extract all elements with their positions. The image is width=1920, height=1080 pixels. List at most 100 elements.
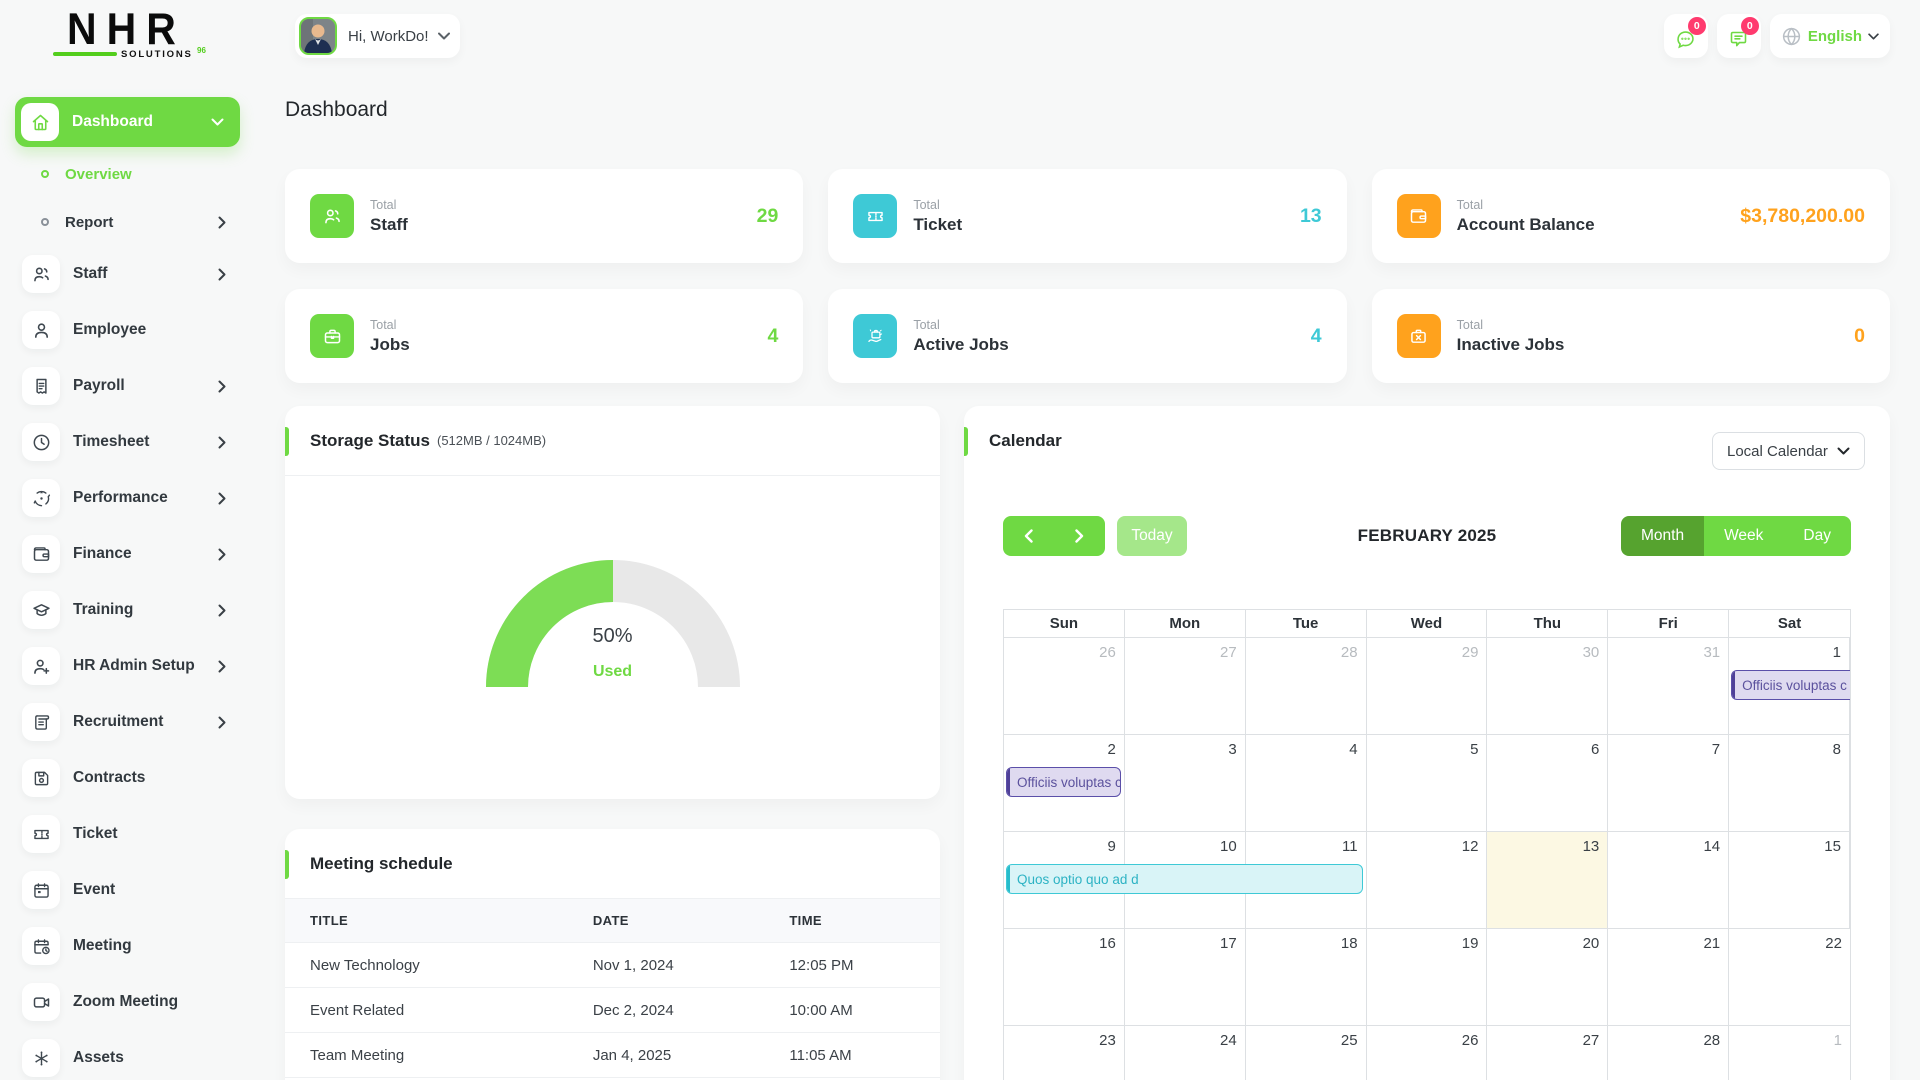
globe-icon [1781,26,1802,47]
calendar-day[interactable]: 2 [1004,734,1125,831]
calendar-day[interactable]: 24 [1124,1025,1246,1080]
sidebar: NHR SOLUTIONS 96 Dashboard Overview Repo… [0,0,255,1080]
calendar-dow-wed: Wed [1367,610,1488,637]
sidebar-item-dashboard[interactable]: Dashboard [15,97,240,147]
calendar-day-today[interactable]: 13 [1487,831,1609,928]
brand-sup: 96 [197,46,206,55]
calendar-day[interactable]: 12 [1366,831,1488,928]
calendar-day[interactable]: 27 [1124,637,1246,734]
calendar-dow-sat: Sat [1777,615,1802,632]
storage-percent: 50% [592,625,633,647]
sidebar-item-employee[interactable]: Employee [0,302,255,358]
sidebar-item-timesheet[interactable]: Timesheet [0,414,255,470]
calendar-today-button[interactable]: Today [1117,516,1187,556]
chat-square-icon [1728,29,1749,50]
ticket-icon [22,815,60,853]
calendar-day[interactable]: 11 [1245,831,1367,928]
event-accent [1006,768,1010,796]
sidebar-item-training[interactable]: Training [0,582,255,638]
meeting-schedule-card: Meeting schedule TITLE DATE TIME New Techn… [285,829,940,1080]
calendar-view-week[interactable]: Week [1704,516,1784,556]
sidebar-item-staff[interactable]: Staff [0,246,255,302]
sidebar-item-hr-admin-setup[interactable]: HR Admin Setup [0,638,255,694]
sidebar-item-payroll[interactable]: Payroll [0,358,255,414]
user-menu[interactable]: Hi, WorkDo! [295,14,460,58]
sidebar-item-ticket[interactable]: Ticket [0,806,255,862]
calendar-prev-button[interactable] [1003,516,1054,556]
card-accent [964,427,968,456]
stat-title: Jobs [370,334,410,354]
meeting-row: Event Related Dec 2, 2024 10:00 AM [285,987,940,1033]
language-selector[interactable]: English [1769,14,1890,58]
calendar-day[interactable]: 17 [1124,928,1246,1025]
dashboard-columns: Storage Status (512MB / 1024MB) 50% Used… [285,406,1890,1080]
calendar-day[interactable]: 5 [1366,734,1488,831]
chevron-down-icon [211,118,224,126]
stat-value: 4 [767,324,779,347]
event-accent [1006,865,1010,893]
calendar-day[interactable]: 30 [1487,637,1609,734]
sidebar-subitem-overview[interactable]: Overview [0,150,255,198]
calendar-day[interactable]: 31 [1608,637,1730,734]
chevron-right-icon [218,716,226,729]
calendar-day[interactable]: 26 [1366,1025,1488,1080]
sidebar-item-label: Report [65,213,114,231]
calendar-grid: Sun Mon Tue Wed Thu Fri Sat 26 27 28 29 30 31 1 Offi… [1003,609,1851,1080]
sidebar-item-contracts[interactable]: Contracts [0,750,255,806]
calendar-day[interactable]: 25 [1245,1025,1367,1080]
calendar-event[interactable]: Officiis voluptas c [1731,670,1850,700]
calendar-event[interactable]: Officiis voluptas c [1006,767,1121,797]
calendar-day[interactable]: 16 [1004,928,1125,1025]
sidebar-item-performance[interactable]: Performance [0,470,255,526]
calendar-next-button[interactable] [1054,516,1105,556]
calendar-event[interactable]: Quos optio quo ad d [1006,864,1363,894]
calendar-day[interactable]: 6 [1487,734,1609,831]
calendar-day[interactable]: 15 [1729,831,1850,928]
storage-card: Storage Status (512MB / 1024MB) 50% Used [285,406,940,799]
card-accent [285,427,289,456]
stat-value: 4 [1310,324,1322,347]
sidebar-item-meeting[interactable]: Meeting [0,918,255,974]
stat-card-account-balance: Total Account Balance $3,780,200.00 [1371,169,1890,263]
stat-meta: Total Jobs [370,318,410,355]
calendar-view-month[interactable]: Month [1620,516,1705,556]
calendar-day[interactable]: 23 [1004,1025,1125,1080]
chevron-down-icon [1868,32,1879,40]
stat-value: $3,780,200.00 [1740,204,1865,227]
calendar-day[interactable]: 21 [1608,928,1730,1025]
sidebar-item-assets[interactable]: Assets [0,1030,255,1080]
brand-logo[interactable]: NHR SOLUTIONS 96 [0,0,255,72]
calendar-day[interactable]: 28 [1608,1025,1730,1080]
calendar-day[interactable]: 28 [1245,637,1367,734]
users-icon [310,194,354,238]
calendar-day[interactable]: 18 [1245,928,1367,1025]
calendar-day[interactable]: 20 [1487,928,1609,1025]
calendar-day[interactable]: 7 [1608,734,1730,831]
sidebar-item-event[interactable]: Event [0,862,255,918]
calendar-view-day[interactable]: Day [1783,516,1851,556]
calendar-day[interactable]: 3 [1124,734,1246,831]
chevron-right-icon [218,216,226,229]
sidebar-item-label: Overview [65,165,132,183]
chevron-right-icon [218,436,226,449]
calendar-day[interactable]: 22 [1729,928,1850,1025]
calendar-day[interactable]: 19 [1366,928,1488,1025]
meeting-table-header: TITLE DATE TIME [285,899,940,943]
sidebar-item-finance[interactable]: Finance [0,526,255,582]
calendar-day[interactable]: 4 [1245,734,1367,831]
calendar-source-select[interactable]: Local Calendar [1712,432,1865,470]
meeting-col-date: DATE [592,899,790,943]
calendar-day[interactable]: 26 [1004,637,1125,734]
calendar-day[interactable]: 1 [1729,1025,1850,1080]
calendar-day[interactable]: 29 [1366,637,1488,734]
sidebar-item-label: Dashboard [72,113,153,130]
calendar-day[interactable]: 14 [1608,831,1730,928]
messenger-button[interactable]: 0 [1663,14,1708,58]
sidebar-subitem-report[interactable]: Report [0,198,255,246]
topbar-actions: 0 0 English [1663,14,1890,58]
notifications-button[interactable]: 0 [1716,14,1761,58]
sidebar-item-recruitment[interactable]: Recruitment [0,694,255,750]
sidebar-item-zoom-meeting[interactable]: Zoom Meeting [0,974,255,1030]
calendar-day[interactable]: 27 [1487,1025,1609,1080]
calendar-day[interactable]: 8 [1729,734,1850,831]
